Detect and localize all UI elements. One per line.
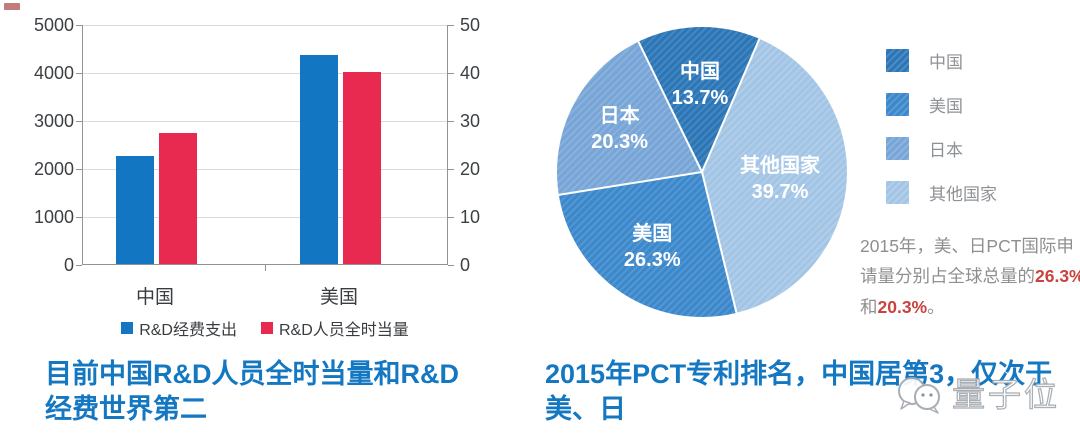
pie-legend-swatch	[886, 49, 909, 72]
right-axis-tick-label: 20	[460, 159, 481, 179]
pie-slice-label: 美国 26.3%	[623, 222, 681, 271]
pie-legend-label: 日本	[929, 141, 963, 160]
bar-chart-gridline	[83, 121, 447, 122]
left-axis-tick-label: 1000	[33, 207, 74, 227]
bar-series2	[342, 72, 381, 264]
right-axis-tick-label: 30	[460, 111, 481, 131]
right-axis-tick-label: 40	[460, 63, 481, 83]
right-axis-tick-mark	[448, 217, 454, 218]
right-axis-tick-label: 0	[460, 255, 471, 275]
left-axis-tick-mark	[76, 73, 82, 74]
pie-legend-label: 其他国家	[929, 185, 997, 204]
speech-bubble-face-icon	[898, 377, 940, 414]
pie-legend-swatch	[886, 181, 909, 204]
right-axis-tick-mark	[448, 25, 454, 26]
annotation-text: 和	[860, 296, 878, 317]
bar-legend-swatch	[261, 322, 273, 334]
pie-legend-swatch	[886, 137, 909, 160]
right-axis-tick-mark	[448, 169, 454, 170]
right-axis-tick-mark	[448, 265, 454, 266]
pie-legend-item: 日本	[886, 136, 997, 161]
left-axis-tick-label: 5000	[33, 15, 74, 35]
left-axis-tick-mark	[76, 217, 82, 218]
left-axis-tick-mark	[76, 169, 82, 170]
pie-legend-item: 其他国家	[886, 180, 997, 205]
pie-slice-border	[637, 41, 703, 173]
pie-slice-border	[701, 38, 761, 173]
pie-legend-label: 美国	[929, 97, 963, 116]
pie-legend-item: 中国	[886, 48, 997, 73]
bar-legend-swatch	[121, 322, 134, 334]
left-caption: 目前中国R&D人员全时当量和R&D经费世界第二	[45, 359, 459, 425]
left-axis-tick-label: 4000	[33, 63, 74, 83]
pie-slice-label: 中国 13.7%	[671, 61, 729, 110]
annotation-text: 。	[927, 296, 945, 317]
bar-legend-label: R&D经费支出	[139, 322, 237, 339]
right-axis-tick-label: 50	[460, 15, 481, 35]
bar-legend-item: R&D人员全时当量	[261, 316, 409, 340]
bar-legend-label: R&D人员全时当量	[279, 322, 409, 339]
annotation-text: 2015年，美、日PCT国际申请量分别占全球总量的	[860, 236, 1074, 287]
bar-series1	[115, 156, 154, 264]
right-axis-tick-label: 10	[460, 207, 481, 227]
pie-annotation-text: 2015年，美、日PCT国际申请量分别占全球总量的26.3% 和20.3%。	[860, 231, 1080, 322]
pie-slice-border	[558, 171, 703, 196]
pie-chart-circle: 中国 13.7% 其他国家 39.7% 美国 26.3% 日本 20.3%	[557, 27, 847, 317]
x-axis-tick-mark	[265, 265, 266, 271]
bar-chart-legend: R&D经费支出 R&D人员全时当量	[82, 316, 448, 340]
left-axis-tick-label: 2000	[33, 159, 74, 179]
bar-series2	[158, 133, 197, 264]
bar-chart-gridline	[83, 169, 447, 170]
bar-chart-gridline	[83, 73, 447, 74]
pie-slice-label: 日本 20.3%	[591, 105, 648, 154]
left-axis-tick-mark	[76, 121, 82, 122]
left-axis-tick-label: 3000	[33, 111, 74, 131]
pie-slice-borders	[558, 38, 761, 314]
bar-chart-gridline	[83, 25, 447, 26]
bar-chart-gridline	[83, 217, 447, 218]
left-axis-tick-label: 0	[63, 255, 74, 275]
left-axis-tick-mark	[76, 25, 82, 26]
qbitai-watermark: 量子位	[896, 368, 1060, 416]
pie-slice-label: 其他国家 39.7%	[740, 154, 821, 203]
annotation-highlight: 26.3%	[1035, 266, 1080, 287]
pie-legend-label: 中国	[929, 53, 963, 72]
pie-slice-border	[701, 171, 738, 314]
bar-legend-item: R&D经费支出	[121, 316, 237, 340]
right-caption: 2015年PCT专利排名，中国居第3，仅次于美、日	[545, 359, 1053, 425]
bar-chart-category-label: 中国	[135, 287, 174, 308]
right-axis-tick-mark	[448, 73, 454, 74]
red-dash-decoration	[4, 3, 20, 10]
bar-series1	[299, 55, 338, 264]
left-axis-tick-mark	[76, 265, 82, 266]
pie-legend-item: 美国	[886, 92, 997, 117]
right-axis-tick-mark	[448, 121, 454, 122]
pie-chart-legend: 中国美国日本其他国家	[886, 48, 997, 224]
pie-legend-swatch	[886, 93, 909, 116]
annotation-highlight: 20.3%	[877, 296, 928, 317]
bar-chart-plot-area	[82, 25, 448, 265]
bar-chart-category-label: 美国	[319, 287, 358, 308]
watermark-label: 量子位	[951, 375, 1060, 413]
